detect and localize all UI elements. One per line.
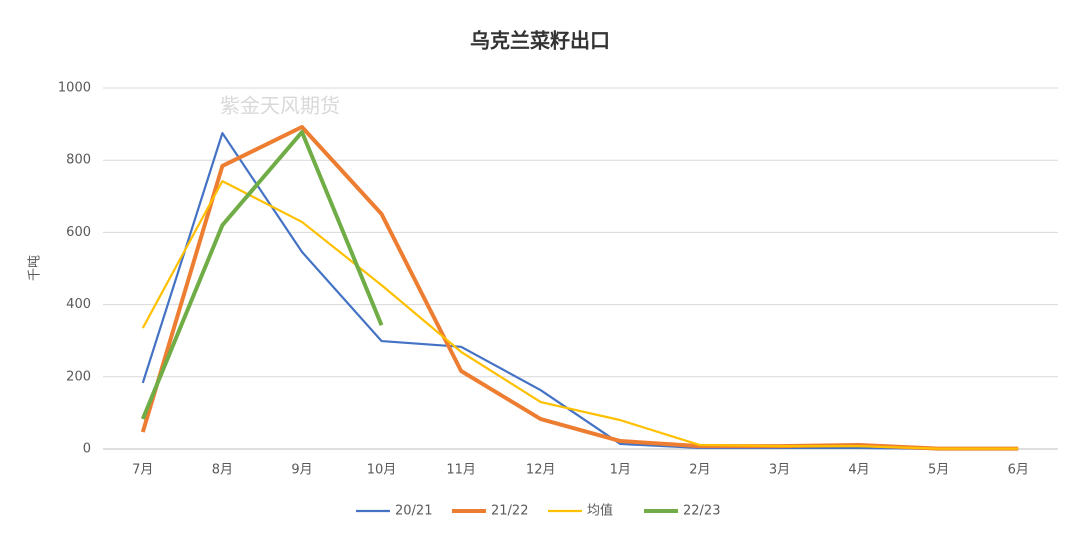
legend-label: 20/21	[395, 504, 432, 519]
x-tick-label: 3月	[769, 463, 790, 478]
y-tick-label: 0	[83, 442, 91, 457]
y-tick-label: 600	[66, 225, 91, 240]
y-tick-label: 1000	[58, 81, 91, 96]
legend-label: 21/22	[491, 504, 528, 519]
x-tick-label: 9月	[291, 463, 312, 478]
y-axis-label: 千吨	[28, 255, 43, 281]
x-tick-label: 5月	[928, 463, 949, 478]
x-tick-label: 1月	[610, 463, 631, 478]
x-tick-label: 8月	[212, 463, 233, 478]
x-tick-label: 7月	[132, 463, 153, 478]
watermark: 紫金天风期货	[220, 94, 340, 118]
y-tick-label: 800	[66, 153, 91, 168]
series-line	[141, 180, 1019, 450]
chart-title: 乌克兰菜籽出口	[470, 29, 610, 53]
y-tick-label: 200	[66, 369, 91, 384]
x-tick-label: 6月	[1008, 463, 1029, 478]
series-line	[140, 124, 1019, 451]
series-line	[141, 132, 1019, 451]
x-tick-label: 11月	[446, 463, 476, 478]
legend-label: 22/23	[683, 504, 720, 519]
y-tick-label: 400	[66, 297, 91, 312]
series-line	[140, 130, 384, 420]
x-tick-label: 12月	[526, 463, 556, 478]
x-tick-label: 2月	[689, 463, 710, 478]
x-tick-label: 10月	[367, 463, 397, 478]
legend-label: 均值	[587, 503, 613, 519]
x-tick-label: 4月	[848, 463, 869, 478]
